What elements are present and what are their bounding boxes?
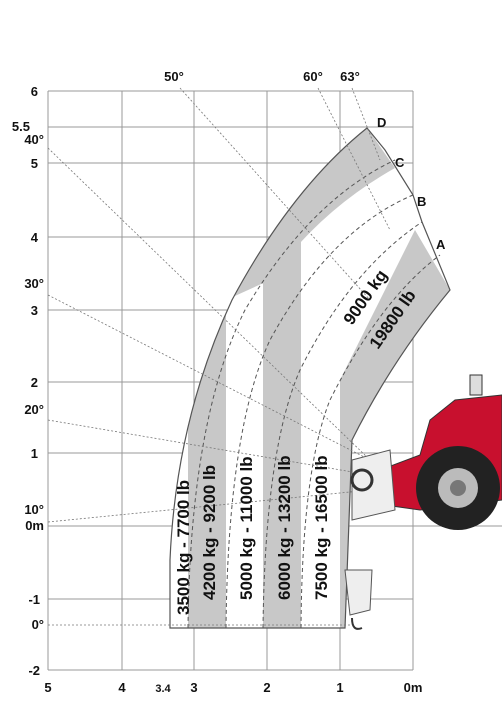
x-label: 2 — [263, 680, 270, 695]
boom-point: B — [417, 194, 426, 209]
y-label: 5.5 — [12, 119, 30, 134]
angle-label: 40° — [24, 132, 44, 147]
boom-arcs — [187, 159, 441, 629]
angle-label: 10° — [24, 502, 44, 517]
x-label: 5 — [44, 680, 51, 695]
boom-point: A — [436, 237, 446, 252]
load-label: 5000 kg - 11000 lb — [237, 456, 256, 600]
boom-point: D — [377, 115, 386, 130]
y-label: 5 — [31, 156, 38, 171]
x-label: 1 — [336, 680, 343, 695]
y-label: -1 — [28, 592, 40, 607]
angle-label: 0° — [32, 617, 44, 632]
top-angle-label: 63° — [340, 69, 360, 84]
y-label: 1 — [31, 446, 38, 461]
y-label: 6 — [31, 84, 38, 99]
telehandler — [344, 374, 502, 630]
load-label: 4200 kg - 9200 lb — [200, 465, 219, 600]
load-label: 7500 kg - 16500 lb — [312, 455, 331, 600]
y-label: -2 — [28, 663, 40, 678]
y-label: 3 — [31, 303, 38, 318]
load-label: 6000 kg - 13200 lb — [275, 455, 294, 600]
top-angle-label: 50° — [164, 69, 184, 84]
boom-point: C — [395, 155, 405, 170]
angle-label: 20° — [24, 402, 44, 417]
angle-lines — [47, 87, 391, 626]
envelope-outline — [169, 127, 451, 629]
load-label: 3500 kg - 7700 lb — [174, 480, 193, 615]
x-label: 3 — [190, 680, 197, 695]
y-label: 2 — [31, 375, 38, 390]
y-label: 4 — [31, 230, 39, 245]
top-angle-label: 60° — [303, 69, 323, 84]
angle-label: 30° — [24, 276, 44, 291]
y-label: 0m — [25, 518, 44, 533]
x-label: 4 — [118, 680, 126, 695]
x-label: 0m — [404, 680, 423, 695]
x-label: 3.4 — [155, 683, 171, 695]
